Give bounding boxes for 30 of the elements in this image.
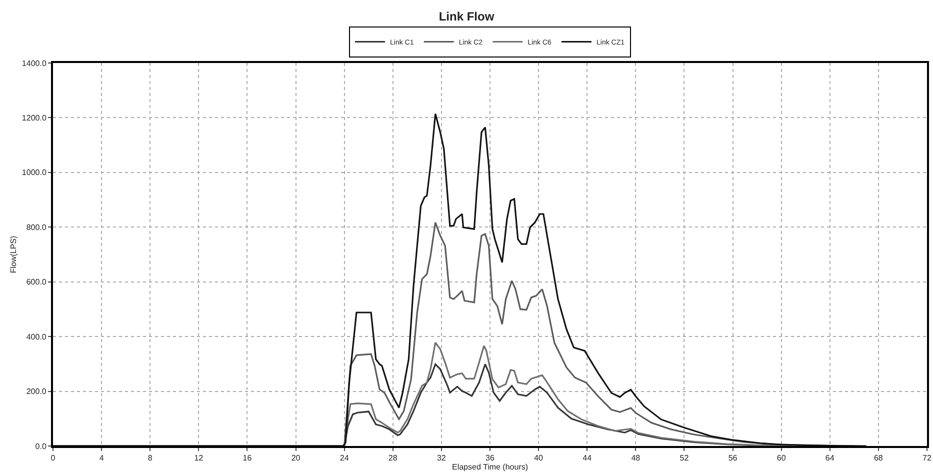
x-tick-label: 36 bbox=[486, 454, 495, 463]
x-tick-label: 68 bbox=[874, 454, 884, 463]
y-tick-label: 200.0 bbox=[26, 387, 47, 396]
x-tick-label: 64 bbox=[825, 454, 835, 463]
y-tick-label: 1200.0 bbox=[22, 114, 47, 123]
x-tick-label: 4 bbox=[99, 454, 104, 463]
x-tick-label: 16 bbox=[242, 454, 252, 463]
y-tick-label: 600.0 bbox=[26, 278, 47, 287]
x-tick-label: 48 bbox=[631, 454, 641, 463]
y-tick-label: 1400.0 bbox=[22, 58, 47, 68]
chart-title: Link Flow bbox=[438, 9, 495, 24]
x-tick-label: 0 bbox=[50, 454, 56, 463]
x-tick-label: 8 bbox=[148, 454, 153, 463]
y-axis-title: Flow(LPS) bbox=[9, 235, 18, 274]
x-tick-label: 44 bbox=[582, 454, 592, 463]
x-tick-label: 52 bbox=[680, 454, 690, 463]
x-tick-label: 24 bbox=[340, 454, 350, 463]
x-tick-label: 32 bbox=[436, 454, 446, 463]
y-tick-label: 400.0 bbox=[26, 332, 47, 342]
x-tick-label: 40 bbox=[534, 454, 544, 463]
x-tick-label: 56 bbox=[728, 454, 738, 463]
x-tick-label: 12 bbox=[194, 454, 204, 463]
x-tick-label: 28 bbox=[388, 454, 398, 463]
y-tick-label: 0.0 bbox=[35, 442, 47, 451]
x-tick-label: 20 bbox=[291, 454, 301, 463]
y-tick-label: 800.0 bbox=[26, 222, 47, 232]
x-tick-label: 60 bbox=[776, 454, 786, 463]
x-tick-label: 72 bbox=[922, 454, 932, 463]
x-axis-title: Elapsed Time (hours) bbox=[452, 462, 528, 472]
y-tick-label: 1000.0 bbox=[22, 168, 47, 178]
